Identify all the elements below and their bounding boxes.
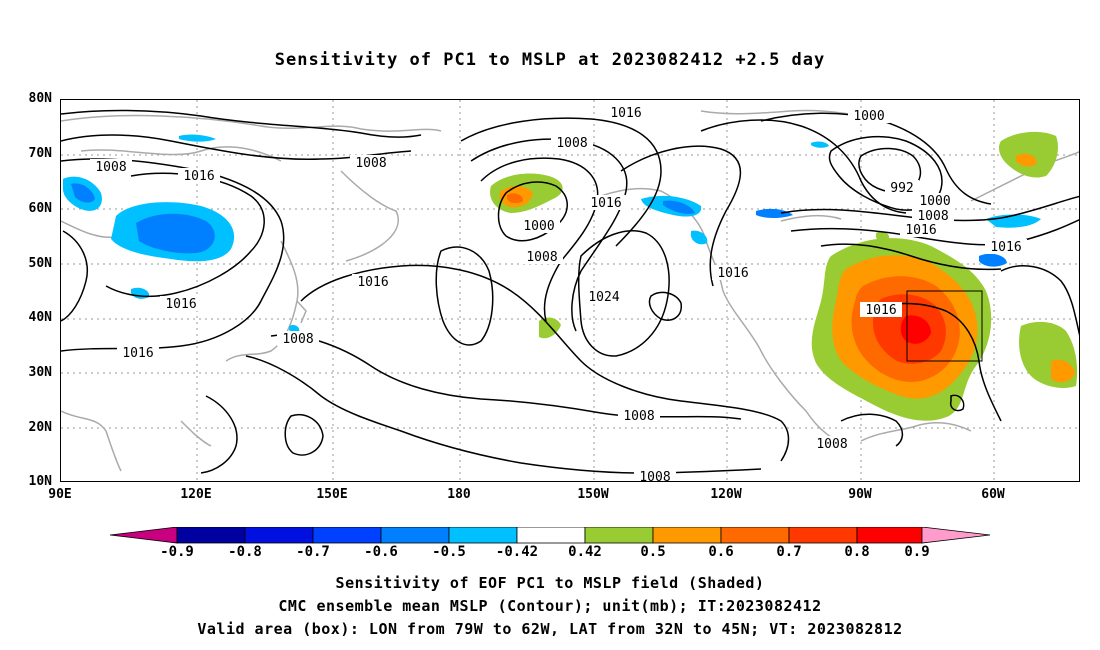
sensitivity-map: 1016 1008 1008 1016 1016 1016 1008 1008 … — [60, 99, 1080, 482]
contour-label: 1016 — [610, 106, 641, 121]
contour-label: 1016 — [717, 266, 748, 281]
lat-label-80n: 80N — [28, 91, 52, 106]
map-canvas: 1016 1008 1008 1016 1016 1016 1008 1008 … — [61, 100, 1079, 482]
contour-label: 1016 — [183, 169, 214, 184]
colorbar-box — [584, 527, 654, 544]
lat-label-30n: 30N — [28, 365, 52, 380]
colorbar-box — [176, 527, 246, 544]
lon-label-150w: 150W — [577, 487, 609, 502]
lat-label-50n: 50N — [28, 256, 52, 271]
colorbar-high-triangle — [921, 527, 991, 544]
lat-label-60n: 60N — [28, 201, 52, 216]
contour-label: 1008 — [95, 160, 126, 175]
footer-line-3: Valid area (box): LON from 79W to 62W, L… — [197, 620, 903, 638]
colorbar-label: 0.5 — [640, 544, 666, 560]
contour-label: 1008 — [355, 156, 386, 171]
map-title: Sensitivity of PC1 to MSLP at 2023082412… — [274, 50, 826, 70]
colorbar-box — [516, 527, 586, 544]
contour-label: 1016 — [122, 346, 153, 361]
colorbar-low-triangle — [109, 527, 178, 544]
contour-label: 1008 — [816, 437, 847, 452]
colorbar-box — [448, 527, 518, 544]
colorbar-label: -0.42 — [495, 544, 539, 560]
lat-label-70n: 70N — [28, 146, 52, 161]
colorbar-label: -0.6 — [364, 544, 398, 560]
lon-label-120w: 120W — [710, 487, 742, 502]
contour-label: 1008 — [917, 209, 948, 224]
lon-label-90e: 90E — [48, 487, 72, 502]
colorbar-box — [312, 527, 382, 544]
colorbar-label: -0.8 — [228, 544, 262, 560]
colorbar-box — [380, 527, 450, 544]
contour-label: 1008 — [282, 332, 313, 347]
contour-label: 1000 — [523, 219, 554, 234]
colorbar-label: 0.8 — [844, 544, 870, 560]
colorbar-label: -0.9 — [160, 544, 194, 560]
contour-label: 1016 — [990, 240, 1021, 255]
lon-label-150e: 150E — [316, 487, 348, 502]
contour-label: 1024 — [588, 290, 619, 305]
colorbar-label: 0.9 — [904, 544, 930, 560]
contour-label: 1008 — [639, 470, 670, 482]
colorbar-label: -0.5 — [432, 544, 466, 560]
contour-label: 1008 — [623, 409, 654, 424]
lon-label-120e: 120E — [180, 487, 212, 502]
contour-label: 1008 — [556, 136, 587, 151]
graticule — [61, 100, 1079, 481]
colorbar-box — [720, 527, 790, 544]
colorbar-label: -0.7 — [296, 544, 330, 560]
footer-line-1: Sensitivity of EOF PC1 to MSLP field (Sh… — [335, 574, 765, 592]
valid-area-box — [906, 290, 983, 362]
contour-label: 1016 — [865, 303, 896, 318]
lon-label-90w: 90W — [848, 487, 872, 502]
colorbar-box — [652, 527, 722, 544]
contour-label: 1008 — [526, 250, 557, 265]
colorbar-label: 0.42 — [568, 544, 602, 560]
lat-label-20n: 20N — [28, 420, 52, 435]
contour-label: 1000 — [919, 194, 950, 209]
contour-label: 1016 — [590, 196, 621, 211]
colorbar — [109, 527, 991, 544]
contour-label: 992 — [890, 181, 913, 196]
colorbar-box — [244, 527, 314, 544]
lon-label-60w: 60W — [981, 487, 1005, 502]
contour-label: 1016 — [357, 275, 388, 290]
mslp-contours — [61, 109, 1079, 474]
lon-label-180: 180 — [447, 487, 471, 502]
contour-label: 1016 — [165, 297, 196, 312]
colorbar-label: 0.6 — [708, 544, 734, 560]
lat-label-40n: 40N — [28, 310, 52, 325]
lat-label-10n: 10N — [28, 474, 52, 489]
colorbar-box — [856, 527, 923, 544]
colorbar-box — [788, 527, 858, 544]
contour-labels: 1016 1008 1008 1016 1016 1016 1008 1008 … — [90, 105, 1027, 482]
contour-label: 1016 — [905, 223, 936, 238]
colorbar-label: 0.7 — [776, 544, 802, 560]
contour-label: 1000 — [853, 109, 884, 124]
footer-line-2: CMC ensemble mean MSLP (Contour); unit(m… — [278, 597, 822, 615]
